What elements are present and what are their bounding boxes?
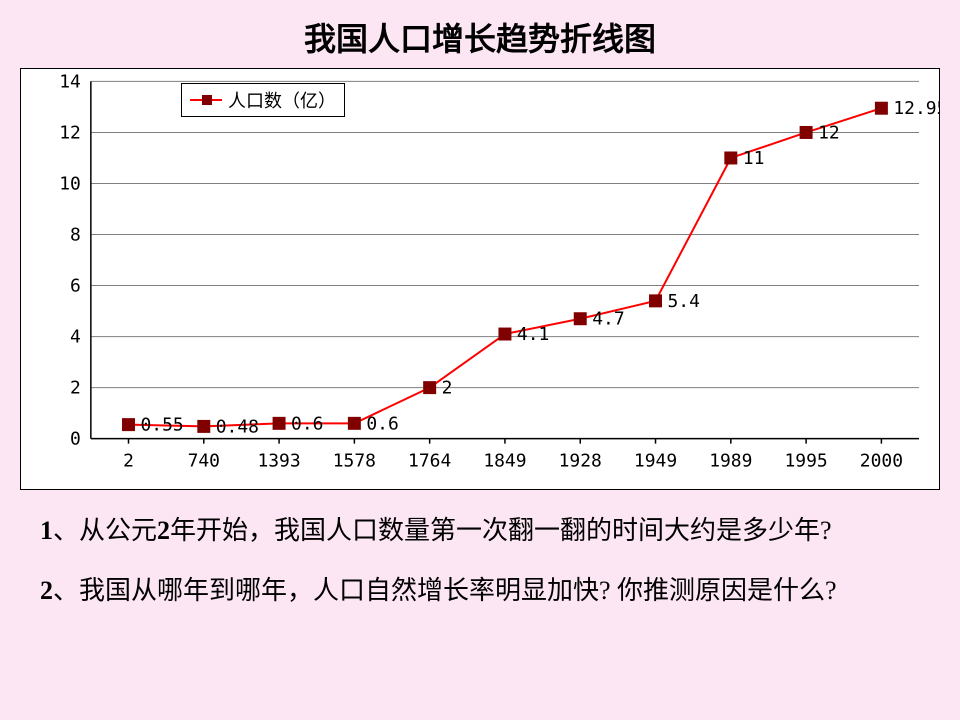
- x-tick-label: 740: [188, 451, 220, 472]
- x-tick-label: 1928: [559, 451, 602, 472]
- legend-label: 人口数（亿）: [228, 87, 336, 113]
- y-tick-label: 12: [59, 122, 81, 143]
- data-value-label: 12.95: [893, 98, 939, 119]
- data-value-label: 0.6: [366, 413, 398, 434]
- data-value-label: 0.55: [140, 415, 183, 436]
- x-tick-label: 1393: [257, 451, 300, 472]
- x-tick-label: 2000: [860, 451, 903, 472]
- q1-text-a: 、从公元: [53, 516, 157, 545]
- questions-block: 1、从公元2年开始，我国人口数量第一次翻一翻的时间大约是多少年? 2、我国从哪年…: [0, 490, 960, 609]
- data-marker: [875, 102, 887, 114]
- q1-number: 1: [40, 516, 53, 545]
- data-value-label: 0.6: [291, 413, 323, 434]
- data-line: [128, 108, 881, 426]
- data-value-label: 4.7: [592, 309, 624, 330]
- data-marker: [725, 152, 737, 164]
- data-value-label: 5.4: [668, 291, 700, 312]
- x-tick-label: 1995: [784, 451, 827, 472]
- legend-line: [190, 99, 222, 101]
- data-marker: [123, 419, 135, 431]
- data-value-label: 0.48: [216, 416, 259, 437]
- x-tick-label: 2: [123, 451, 134, 472]
- chart-title: 我国人口增长趋势折线图: [0, 0, 960, 68]
- chart-svg: 0 2 4 6 8 10 12 14 2 740 1393 1578 1764 1849 1928 1949 1…: [21, 69, 939, 489]
- x-tick-label: 1949: [634, 451, 677, 472]
- legend: 人口数（亿）: [181, 83, 345, 117]
- legend-marker-icon: [202, 95, 212, 105]
- data-marker: [273, 417, 285, 429]
- x-tick-label: 1849: [483, 451, 526, 472]
- q1-number-2: 2: [157, 516, 170, 545]
- data-marker: [198, 420, 210, 432]
- question-1: 1、从公元2年开始，我国人口数量第一次翻一翻的时间大约是多少年?: [40, 512, 920, 550]
- slide: 我国人口增长趋势折线图 人口数（亿） 024681012142740139315…: [0, 0, 960, 720]
- y-tick-label: 6: [70, 276, 81, 297]
- y-tick-label: 14: [59, 71, 81, 92]
- q1-text-b: 年开始，我国人口数量第一次翻一翻的时间大约是多少年?: [170, 516, 832, 545]
- y-tick-label: 10: [59, 173, 81, 194]
- data-marker: [800, 126, 812, 138]
- y-tick-label: 4: [70, 327, 81, 348]
- data-value-label: 12: [818, 122, 840, 143]
- y-tick-label: 0: [70, 429, 81, 450]
- x-tick-label: 1989: [709, 451, 752, 472]
- y-tick-label: 8: [70, 225, 81, 246]
- data-marker: [650, 295, 662, 307]
- x-tick-label: 1578: [333, 451, 376, 472]
- y-tick-label: 2: [70, 378, 81, 399]
- data-marker: [574, 313, 586, 325]
- data-value-label: 4.1: [517, 324, 549, 345]
- question-2: 2、我国从哪年到哪年，人口自然增长率明显加快? 你推测原因是什么?: [40, 572, 920, 610]
- plot-area: 0 2 4 6 8 10 12 14 2 740 1393 1578 1764 1849 1928 1949 1…: [59, 71, 939, 471]
- x-tick-label: 1764: [408, 451, 451, 472]
- data-marker: [424, 382, 436, 394]
- data-value-label: 2: [442, 378, 453, 399]
- q2-number: 2: [40, 576, 53, 605]
- chart-container: 人口数（亿） 0 2 4 6 8 10 12 14 2 740 1393 1578 1764 1849 19…: [20, 68, 940, 490]
- data-value-label: 11: [743, 148, 765, 169]
- data-marker: [499, 328, 511, 340]
- q2-text: 、我国从哪年到哪年，人口自然增长率明显加快? 你推测原因是什么?: [53, 576, 837, 605]
- data-marker: [348, 417, 360, 429]
